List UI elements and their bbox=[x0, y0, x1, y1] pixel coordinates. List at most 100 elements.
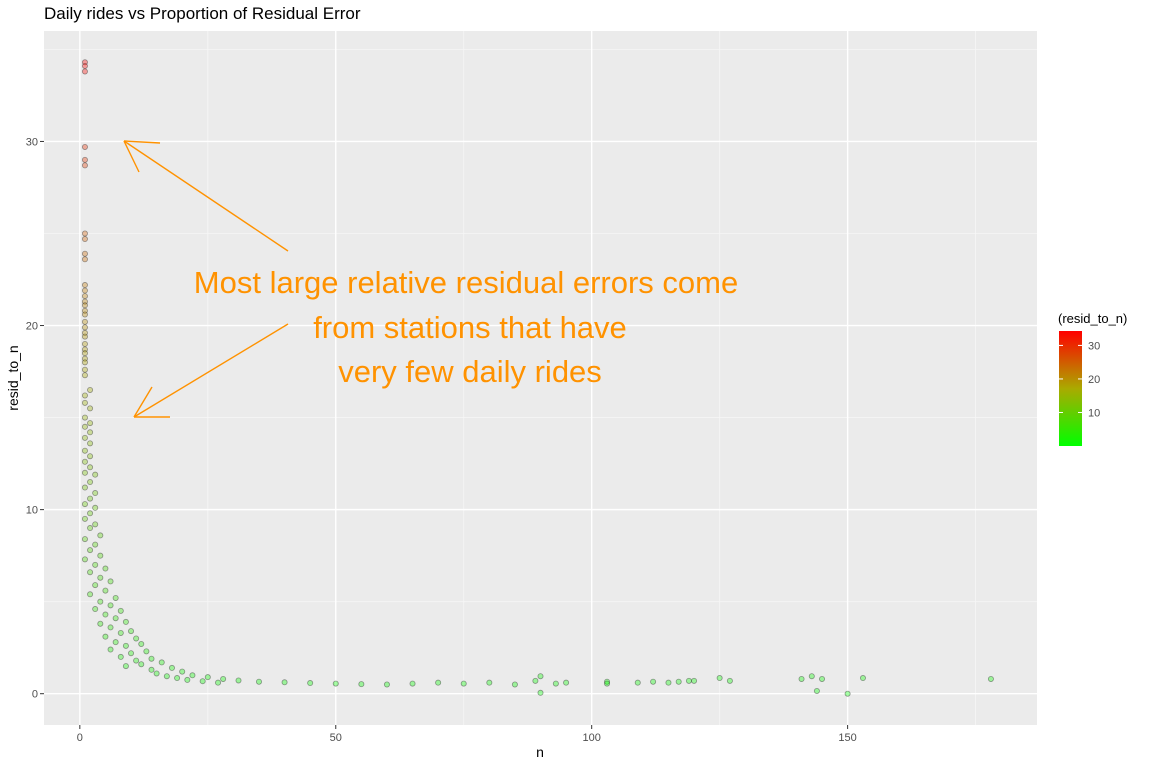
data-point bbox=[726, 677, 733, 684]
data-point bbox=[81, 423, 88, 430]
data-point bbox=[813, 687, 820, 694]
data-point bbox=[81, 340, 88, 347]
data-point bbox=[844, 690, 851, 697]
data-point bbox=[532, 677, 539, 684]
data-point bbox=[81, 372, 88, 379]
data-point bbox=[92, 504, 99, 511]
data-point bbox=[92, 606, 99, 613]
data-point bbox=[87, 525, 94, 532]
data-point bbox=[307, 680, 314, 687]
data-point bbox=[81, 59, 88, 66]
data-point bbox=[184, 676, 191, 683]
data-point bbox=[81, 287, 88, 294]
data-point bbox=[987, 675, 994, 682]
data-point bbox=[138, 661, 145, 668]
data-point bbox=[133, 635, 140, 642]
data-point bbox=[87, 440, 94, 447]
x-tick-label: 100 bbox=[583, 732, 601, 744]
data-point bbox=[122, 663, 129, 670]
data-point bbox=[122, 618, 129, 625]
data-point bbox=[81, 293, 88, 300]
data-point bbox=[81, 392, 88, 399]
data-point bbox=[87, 405, 94, 412]
color-legend: (resid_to_n) 10 20 30 bbox=[1058, 311, 1127, 446]
data-point bbox=[81, 366, 88, 373]
data-point bbox=[537, 673, 544, 680]
data-point bbox=[81, 359, 88, 366]
data-point bbox=[81, 458, 88, 465]
data-point bbox=[97, 552, 104, 559]
data-point bbox=[552, 680, 559, 687]
data-point bbox=[332, 680, 339, 687]
data-point bbox=[537, 689, 544, 696]
chart-title: Daily rides vs Proportion of Residual Er… bbox=[44, 4, 361, 23]
data-point bbox=[81, 556, 88, 563]
data-point bbox=[486, 679, 493, 686]
data-point bbox=[358, 681, 365, 688]
data-point bbox=[460, 680, 467, 687]
data-point bbox=[798, 675, 805, 682]
y-tick-label: 30 bbox=[26, 136, 38, 148]
data-point bbox=[81, 329, 88, 336]
data-point bbox=[650, 678, 657, 685]
y-tick-label: 20 bbox=[26, 321, 38, 333]
data-point bbox=[97, 574, 104, 581]
data-point bbox=[81, 346, 88, 353]
data-point bbox=[87, 420, 94, 427]
data-point bbox=[81, 515, 88, 522]
data-point bbox=[148, 666, 155, 673]
data-point bbox=[92, 521, 99, 528]
data-point bbox=[81, 256, 88, 263]
y-axis-ticks: 0 10 20 30 bbox=[26, 136, 44, 701]
data-point bbox=[859, 675, 866, 682]
data-point bbox=[138, 641, 145, 648]
legend-title: (resid_to_n) bbox=[1058, 311, 1127, 326]
annotation-line-3: very few daily rides bbox=[338, 354, 602, 389]
data-point bbox=[511, 681, 518, 688]
data-point bbox=[87, 547, 94, 554]
lower-arrow-shaft bbox=[133, 323, 289, 418]
data-point bbox=[128, 650, 135, 657]
plot-panel bbox=[44, 31, 1037, 725]
x-axis-title: n bbox=[536, 744, 544, 760]
data-point bbox=[87, 479, 94, 486]
legend-tick-label: 30 bbox=[1088, 340, 1100, 352]
annotation-line-1: Most large relative residual errors come bbox=[194, 265, 738, 300]
legend-colorbar bbox=[1059, 331, 1082, 446]
legend-ticks: 10 20 30 bbox=[1059, 340, 1100, 419]
data-point bbox=[435, 679, 442, 686]
data-point bbox=[87, 453, 94, 460]
data-point bbox=[675, 678, 682, 685]
data-point bbox=[81, 143, 88, 150]
data-point bbox=[665, 679, 672, 686]
data-point bbox=[255, 678, 262, 685]
data-point bbox=[81, 447, 88, 454]
data-point bbox=[87, 386, 94, 393]
y-tick-label: 0 bbox=[32, 689, 38, 701]
data-point bbox=[81, 307, 88, 314]
data-point bbox=[383, 681, 390, 688]
data-point bbox=[97, 620, 104, 627]
data-point bbox=[81, 414, 88, 421]
data-point bbox=[81, 333, 88, 340]
y-axis-title: resid_to_n bbox=[5, 345, 21, 410]
data-point bbox=[102, 565, 109, 572]
data-point bbox=[102, 633, 109, 640]
data-point bbox=[117, 653, 124, 660]
data-point bbox=[87, 495, 94, 502]
data-point bbox=[81, 250, 88, 257]
data-point bbox=[92, 471, 99, 478]
data-point bbox=[235, 677, 242, 684]
minor-gridlines bbox=[44, 31, 1037, 725]
data-point bbox=[102, 611, 109, 618]
data-point bbox=[87, 569, 94, 576]
data-point bbox=[81, 302, 88, 309]
data-point bbox=[189, 672, 196, 679]
x-tick-label: 0 bbox=[77, 732, 83, 744]
data-point bbox=[87, 429, 94, 436]
data-point bbox=[81, 434, 88, 441]
data-point bbox=[409, 680, 416, 687]
data-point bbox=[153, 670, 160, 677]
data-point bbox=[634, 679, 641, 686]
